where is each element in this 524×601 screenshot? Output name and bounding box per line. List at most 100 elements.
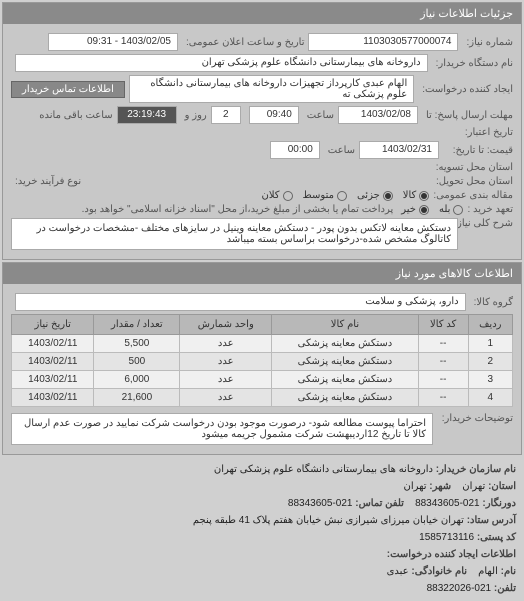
table-cell: 1403/02/11: [12, 353, 94, 371]
table-cell: --: [418, 353, 468, 371]
panel2-body: گروه کالا: دارو، پزشکی و سلامت ردیف کد ک…: [3, 284, 521, 454]
credit-to-label: قیمت: تا تاریخ:: [443, 145, 513, 156]
buyer-label: نام دستگاه خریدار:: [432, 58, 513, 69]
radio-icon: [453, 205, 463, 215]
process-label: نوع فرآیند خرید:: [11, 176, 81, 187]
panel2-header: اطلاعات کالاهای مورد نیاز: [3, 263, 521, 284]
radio-icon: [283, 191, 293, 201]
table-cell: --: [418, 389, 468, 407]
announce-field: 1403/02/05 - 09:31: [48, 33, 178, 51]
request-no-label: شماره نیاز:: [462, 37, 513, 48]
credit-time-field: 00:00: [270, 141, 320, 159]
pay-radio-yes[interactable]: بله: [439, 204, 463, 215]
table-cell: 1403/02/11: [12, 335, 94, 353]
col-name: نام کالا: [272, 315, 418, 335]
radio-icon: [419, 191, 429, 201]
deadline-label: مهلت ارسال پاسخ: تا: [422, 110, 513, 121]
table-cell: عدد: [180, 353, 272, 371]
pay-radio-group: بله خیر: [401, 204, 463, 215]
delivery-label: استان محل تحویل:: [432, 176, 513, 187]
radio-icon: [419, 205, 429, 215]
table-header-row: ردیف کد کالا نام کالا واحد شمارش تعداد /…: [12, 315, 513, 335]
col-row: ردیف: [468, 315, 512, 335]
announce-label: تاریخ و ساعت اعلان عمومی:: [182, 37, 305, 48]
deadline-time-field: 09:40: [249, 106, 299, 124]
addr-label: آدرس ستاد:: [467, 515, 516, 526]
pkg-radio-kala[interactable]: کالا: [403, 190, 430, 201]
table-cell: عدد: [180, 371, 272, 389]
contact-buyer-button[interactable]: اطلاعات تماس خریدار: [11, 81, 125, 98]
pkg-radio-avg[interactable]: متوسط: [303, 190, 347, 201]
table-cell: 1: [468, 335, 512, 353]
pay-label: تعهد خرید :: [463, 204, 513, 215]
radio-icon: [383, 191, 393, 201]
table-cell: دستکش معاینه پزشکی: [272, 371, 418, 389]
credit-date-field: 1403/02/31: [359, 141, 439, 159]
table-cell: دستکش معاینه پزشکی: [272, 389, 418, 407]
tel-label: تلفن:: [494, 583, 516, 594]
col-date: تاریخ نیاز: [12, 315, 94, 335]
phone-value: 021-88343605: [288, 498, 353, 509]
table-cell: --: [418, 335, 468, 353]
pkg-label: مقاله بندی عمومی:: [429, 190, 513, 201]
table-cell: دستکش معاینه پزشکی: [272, 335, 418, 353]
table-cell: 2: [468, 353, 512, 371]
radio-icon: [337, 191, 347, 201]
family-value: عبدی: [387, 566, 409, 577]
note-field: احتراما پیوست مطالعه شود- درصورت موجود ب…: [11, 413, 433, 445]
pkg-radio-partial[interactable]: جزئی: [357, 190, 393, 201]
note-label: توضیحات خریدار:: [433, 413, 513, 424]
table-cell: 4: [468, 389, 512, 407]
table-cell: عدد: [180, 389, 272, 407]
reg-field: الهام عبدی کارپرداز تجهیزات داروخانه های…: [129, 75, 414, 103]
desc-field: دستکش معاینه لاتکس بدون پودر - دستکش معا…: [11, 218, 458, 250]
credit-from-label: تاریخ اعتبار:: [443, 127, 513, 138]
table-row: 1--دستکش معاینه پزشکیعدد5,5001403/02/11: [12, 335, 513, 353]
panel1-body: شماره نیاز: 1103030577000074 تاریخ و ساع…: [3, 24, 521, 259]
org-value: داروخانه های بیمارستانی دانشگاه علوم پزش…: [214, 464, 433, 475]
table-row: 2--دستکش معاینه پزشکیعدد5001403/02/11: [12, 353, 513, 371]
col-qty: تعداد / مقدار: [94, 315, 180, 335]
time-label-1: ساعت: [303, 110, 334, 121]
province-value: تهران: [462, 481, 485, 492]
addr-value: تهران خیابان میرزای شیرازی نبش خیابان هف…: [193, 515, 464, 526]
pay-note: پرداخت تمام یا بخشی از مبلغ خرید،از محل …: [78, 204, 394, 215]
table-cell: 5,500: [94, 335, 180, 353]
city-value: تهران: [403, 481, 426, 492]
name-value: الهام: [478, 566, 498, 577]
table-cell: 1403/02/11: [12, 389, 94, 407]
city-label: شهر:: [429, 481, 451, 492]
creator-label: اطلاعات ایجاد کننده درخواست:: [387, 549, 516, 560]
table-cell: 6,000: [94, 371, 180, 389]
group-label: گروه کالا:: [470, 297, 513, 308]
family-label: نام خانوادگی:: [411, 566, 467, 577]
table-cell: عدد: [180, 335, 272, 353]
request-no-field: 1103030577000074: [308, 33, 458, 51]
province-label: استان محل تسویه:: [432, 162, 513, 173]
desc-label: شرح کلی نیاز:: [458, 218, 513, 229]
tel-value: 021-88322026: [427, 583, 492, 594]
pkg-radio-large[interactable]: کلان: [261, 190, 292, 201]
table-row: 3--دستکش معاینه پزشکیعدد6,0001403/02/11: [12, 371, 513, 389]
remain-days-field: 2: [211, 106, 241, 124]
table-cell: 1403/02/11: [12, 371, 94, 389]
table-cell: 3: [468, 371, 512, 389]
fax-label: دورنگار:: [482, 498, 516, 509]
buyer-field: داروخانه های بیمارستانی دانشگاه علوم پزش…: [15, 54, 428, 72]
remain-time-field: 23:19:43: [117, 106, 177, 124]
footer-info: نام سازمان خریدار: داروخانه های بیمارستا…: [0, 457, 524, 601]
province-label-f: استان:: [488, 481, 516, 492]
table-cell: دستکش معاینه پزشکی: [272, 353, 418, 371]
items-table: ردیف کد کالا نام کالا واحد شمارش تعداد /…: [11, 314, 513, 407]
name-label: نام:: [501, 566, 516, 577]
org-label: نام سازمان خریدار:: [436, 464, 516, 475]
time-label-2: ساعت: [324, 145, 355, 156]
deadline-date-field: 1403/02/08: [338, 106, 418, 124]
table-cell: 21,600: [94, 389, 180, 407]
remain-suffix: ساعت باقی مانده: [35, 110, 112, 121]
request-details-panel: جزئیات اطلاعات نیاز شماره نیاز: 11030305…: [2, 2, 522, 260]
table-cell: --: [418, 371, 468, 389]
reg-label: ایجاد کننده درخواست:: [418, 84, 513, 95]
group-field: دارو، پزشکی و سلامت: [15, 293, 466, 311]
pay-radio-no[interactable]: خیر: [401, 204, 429, 215]
